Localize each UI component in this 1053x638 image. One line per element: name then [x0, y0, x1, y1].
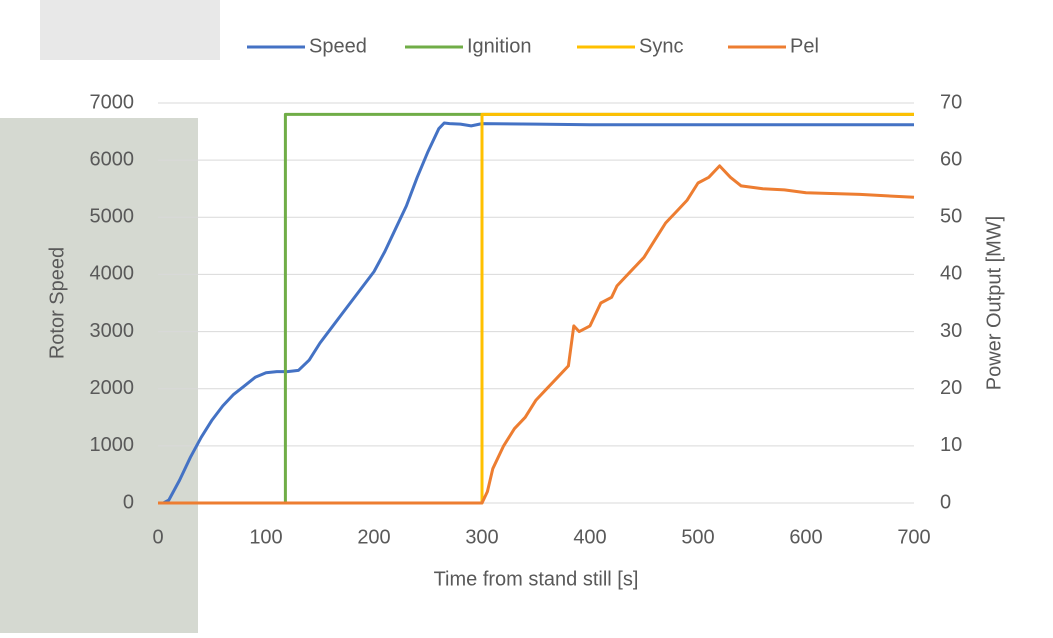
y-tick-label: 6000 [90, 148, 135, 170]
y-tick-label: 0 [123, 491, 134, 513]
y-tick-label: 1000 [90, 434, 135, 456]
x-tick-label: 100 [249, 526, 282, 548]
y2-tick-label: 70 [940, 91, 962, 113]
x-axis-label: Time from stand still [s] [434, 568, 639, 590]
x-tick-label: 400 [573, 526, 606, 548]
x-tick-label: 0 [152, 526, 163, 548]
y2-tick-label: 0 [940, 491, 951, 513]
background-photo [40, 0, 220, 60]
y2-tick-label: 40 [940, 263, 962, 285]
x-tick-label: 200 [357, 526, 390, 548]
y2-axis-label: Power Output [MW] [983, 216, 1005, 391]
legend-label: Speed [309, 35, 367, 57]
legend-label: Ignition [467, 35, 532, 57]
y2-tick-label: 20 [940, 377, 962, 399]
y-tick-label: 4000 [90, 263, 135, 285]
series-line [158, 166, 914, 503]
x-tick-label: 600 [789, 526, 822, 548]
legend-label: Pel [790, 35, 819, 57]
chart: Time from stand still [s] Rotor Speed Po… [0, 0, 1053, 633]
y2-tick-label: 30 [940, 320, 962, 342]
y2-tick-label: 60 [940, 148, 962, 170]
y-tick-label: 5000 [90, 206, 135, 228]
y2-tick-label: 10 [940, 434, 962, 456]
x-tick-label: 300 [465, 526, 498, 548]
legend-label: Sync [639, 35, 683, 57]
series-line [158, 114, 914, 503]
y-tick-label: 7000 [90, 91, 135, 113]
x-tick-label: 500 [681, 526, 714, 548]
y-tick-label: 2000 [90, 377, 135, 399]
background-photo [0, 118, 198, 633]
y-tick-label: 3000 [90, 320, 135, 342]
x-tick-label: 700 [897, 526, 930, 548]
series-line [158, 114, 914, 503]
y2-tick-label: 50 [940, 206, 962, 228]
y-axis-label: Rotor Speed [46, 247, 68, 359]
